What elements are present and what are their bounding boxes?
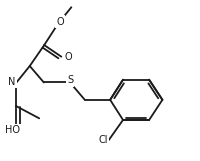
Text: S: S: [67, 75, 73, 85]
Text: N: N: [8, 77, 16, 87]
Text: Cl: Cl: [98, 135, 107, 145]
Text: O: O: [64, 52, 72, 62]
Text: HO: HO: [5, 125, 19, 135]
Text: O: O: [56, 17, 63, 27]
